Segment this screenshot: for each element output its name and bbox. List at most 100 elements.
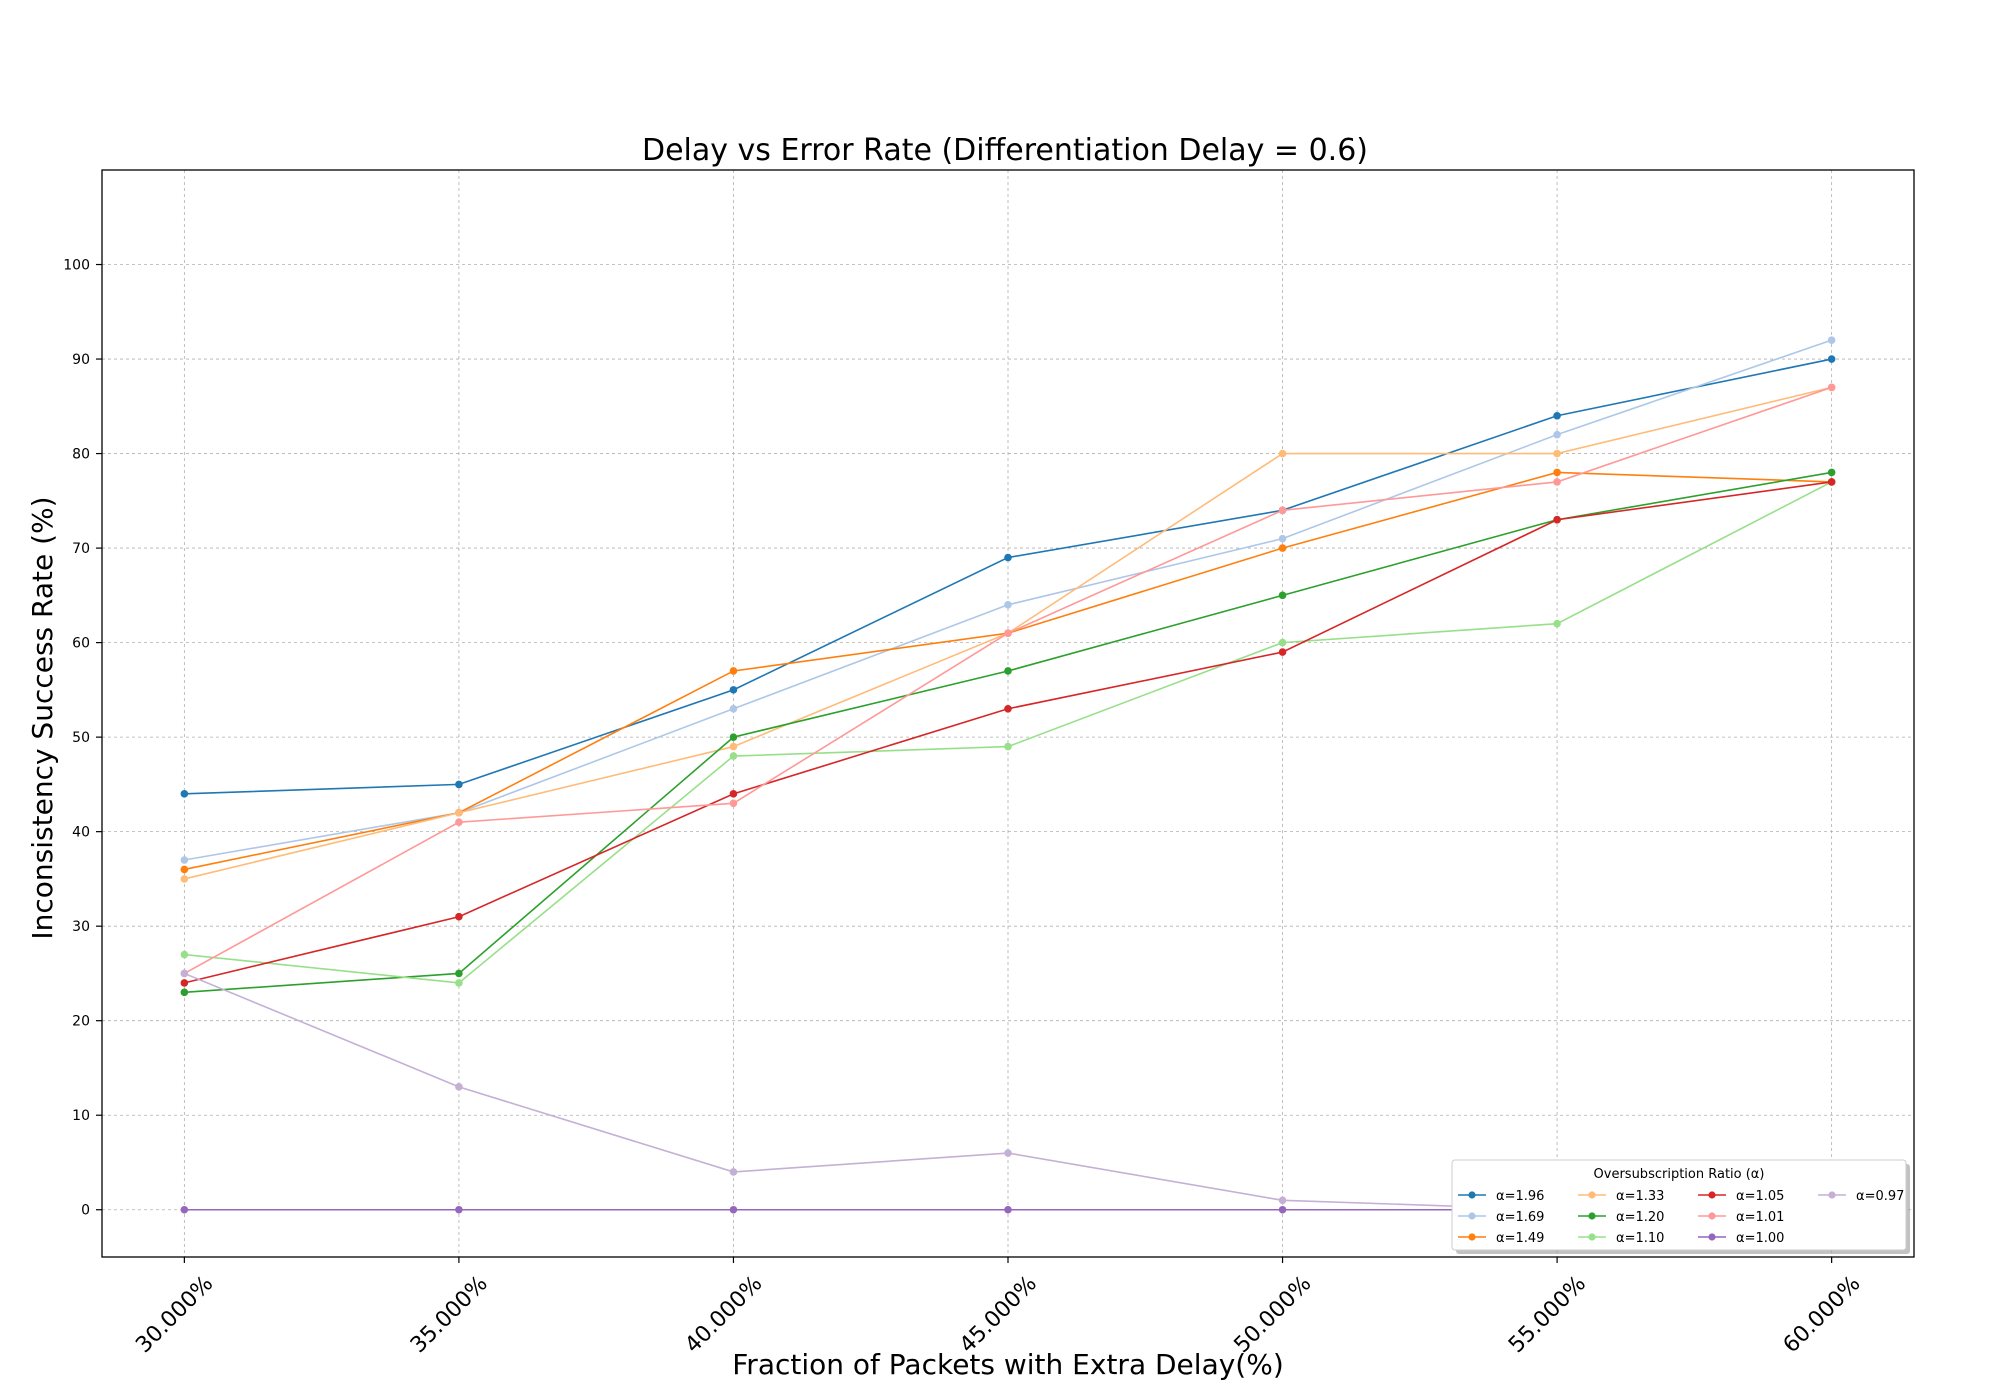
data-point bbox=[729, 799, 738, 808]
legend-entry: α=1.69 bbox=[1458, 1210, 1544, 1225]
series-α=1.05 bbox=[180, 478, 1836, 987]
data-point bbox=[1827, 478, 1836, 486]
y-tick-label: 90 bbox=[72, 352, 90, 368]
legend-entry: α=1.49 bbox=[1458, 1231, 1544, 1246]
data-point bbox=[729, 752, 738, 760]
data-point bbox=[1004, 1205, 1012, 1214]
legend-label: α=1.69 bbox=[1496, 1210, 1544, 1225]
data-point bbox=[1553, 468, 1561, 477]
data-point bbox=[729, 667, 738, 675]
data-point bbox=[1004, 553, 1012, 562]
legend-entry: α=1.33 bbox=[1578, 1189, 1664, 1204]
data-point bbox=[1553, 478, 1561, 486]
data-point bbox=[1278, 648, 1287, 656]
data-point bbox=[1004, 1149, 1012, 1157]
legend-swatch-marker bbox=[1588, 1212, 1596, 1220]
data-point bbox=[729, 742, 738, 751]
legend-swatch-marker bbox=[1588, 1233, 1596, 1241]
data-point bbox=[455, 1205, 463, 1214]
legend-label: α=1.00 bbox=[1736, 1231, 1784, 1246]
data-point bbox=[455, 969, 463, 978]
y-tick-label: 100 bbox=[63, 258, 90, 274]
legend-swatch-marker bbox=[1708, 1212, 1716, 1220]
data-point bbox=[729, 1205, 738, 1214]
data-point bbox=[180, 856, 189, 864]
data-point bbox=[1553, 449, 1561, 458]
data-point bbox=[1827, 336, 1836, 344]
data-point bbox=[1278, 591, 1287, 600]
x-axis-label: Fraction of Packets with Extra Delay(%) bbox=[732, 1348, 1284, 1381]
data-point bbox=[729, 1168, 738, 1176]
y-tick-label: 20 bbox=[72, 1014, 90, 1030]
data-point bbox=[1553, 619, 1561, 628]
data-point bbox=[1278, 1196, 1287, 1205]
legend-label: α=1.05 bbox=[1736, 1189, 1784, 1204]
data-point bbox=[1278, 544, 1287, 552]
data-point bbox=[1278, 449, 1287, 458]
data-point bbox=[1827, 468, 1836, 477]
data-point bbox=[180, 979, 189, 987]
data-point bbox=[455, 808, 463, 817]
legend-label: α=1.96 bbox=[1496, 1189, 1544, 1204]
data-point bbox=[1553, 430, 1561, 439]
legend-swatch-marker bbox=[1468, 1212, 1476, 1220]
data-point bbox=[180, 875, 189, 883]
legend-entry: α=1.05 bbox=[1698, 1189, 1784, 1204]
data-point bbox=[1278, 638, 1287, 647]
legend-label: α=1.20 bbox=[1616, 1210, 1664, 1225]
data-point bbox=[1278, 1205, 1287, 1214]
y-tick-label: 40 bbox=[72, 825, 90, 841]
y-tick-label: 0 bbox=[81, 1203, 90, 1219]
data-point bbox=[455, 818, 463, 826]
legend-entry: α=1.01 bbox=[1698, 1210, 1784, 1225]
y-tick-label: 30 bbox=[72, 919, 90, 935]
legend-entry: α=1.20 bbox=[1578, 1210, 1664, 1225]
data-point bbox=[455, 780, 463, 789]
data-point bbox=[180, 1205, 189, 1214]
data-point bbox=[1553, 515, 1561, 524]
legend-swatch-marker bbox=[1468, 1233, 1476, 1241]
data-point bbox=[180, 988, 189, 997]
data-point bbox=[1827, 383, 1836, 392]
data-point bbox=[180, 790, 189, 798]
legend-label: α=1.10 bbox=[1616, 1231, 1664, 1246]
data-point bbox=[1553, 411, 1561, 420]
legend-box bbox=[1451, 1159, 1907, 1251]
y-axis-label: Inconsistency Success Rate (%) bbox=[26, 496, 59, 939]
legend-label: α=1.49 bbox=[1496, 1231, 1544, 1246]
data-point bbox=[455, 1083, 463, 1091]
data-point bbox=[729, 686, 738, 694]
data-point bbox=[729, 704, 738, 713]
legend-label: α=0.97 bbox=[1856, 1189, 1904, 1204]
legend-entry: α=1.10 bbox=[1578, 1231, 1664, 1246]
legend-swatch-marker bbox=[1828, 1191, 1836, 1199]
legend-swatch-marker bbox=[1708, 1233, 1716, 1241]
legend-entry: α=1.00 bbox=[1698, 1231, 1784, 1246]
data-point bbox=[1004, 742, 1012, 751]
legend-label: α=1.33 bbox=[1616, 1189, 1664, 1204]
data-point bbox=[1004, 667, 1012, 675]
data-point bbox=[729, 790, 738, 798]
y-tick-label: 50 bbox=[72, 730, 90, 746]
data-point bbox=[1004, 629, 1012, 637]
legend-swatch-marker bbox=[1588, 1191, 1596, 1199]
data-point bbox=[180, 969, 189, 978]
legend-label: α=1.01 bbox=[1736, 1210, 1784, 1225]
y-tick-label: 70 bbox=[72, 541, 90, 557]
y-tick-label: 80 bbox=[72, 447, 90, 463]
legend-swatch-marker bbox=[1708, 1191, 1716, 1199]
legend-entry: α=1.96 bbox=[1458, 1189, 1544, 1204]
data-point bbox=[180, 865, 189, 874]
data-point bbox=[455, 912, 463, 921]
legend: Oversubscription Ratio (α) α=1.96 α=1.69 α=… bbox=[1451, 1159, 1910, 1254]
data-point bbox=[1278, 534, 1287, 543]
chart-title: Delay vs Error Rate (Differentiation Del… bbox=[642, 133, 1368, 168]
data-point bbox=[729, 733, 738, 741]
y-tick-label: 10 bbox=[72, 1108, 90, 1124]
data-point bbox=[1827, 355, 1836, 363]
grid-lines bbox=[102, 170, 1914, 1257]
legend-swatch-marker bbox=[1468, 1191, 1476, 1199]
legend-title: Oversubscription Ratio (α) bbox=[1594, 1167, 1765, 1182]
data-point bbox=[455, 979, 463, 987]
